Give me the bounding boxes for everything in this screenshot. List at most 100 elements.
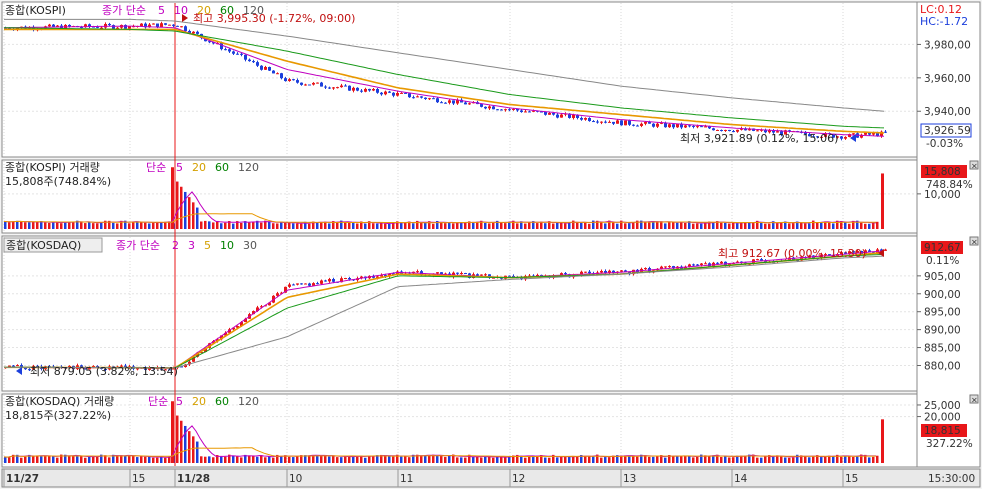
kospi-high-label: 최고 3,995.30 (-1.72%, 09:00): [193, 12, 355, 25]
volume-bar: [144, 222, 147, 229]
candle: [832, 134, 835, 138]
volume-bar: [512, 220, 515, 229]
kosdaq-high-label: 최고 912.67 (0.00%, 15:30): [718, 247, 866, 260]
candle: [732, 131, 735, 133]
ma-period-label: 60: [220, 4, 234, 17]
candle: [300, 283, 303, 285]
candle: [528, 275, 531, 277]
volume-bar: [224, 456, 227, 463]
candle: [108, 23, 111, 26]
volume-bar: [204, 456, 207, 463]
volume-bar: [776, 223, 779, 229]
volume-bar: [424, 223, 427, 229]
volume-bar: [568, 222, 571, 229]
volume-bar: [488, 223, 491, 229]
candle: [484, 106, 487, 109]
candle: [848, 251, 851, 254]
volume-bar: [192, 202, 195, 229]
kospi-volume-panel[interactable]: [1, 159, 918, 234]
volume-bar: [728, 223, 731, 229]
candle: [312, 82, 315, 85]
volume-bar: [824, 456, 827, 463]
volume-bar: [600, 221, 603, 229]
volume-bar: [384, 456, 387, 463]
volume-bar: [320, 222, 323, 229]
volume-bar: [116, 455, 119, 463]
volume-bar: [600, 457, 603, 463]
volume-bar: [740, 455, 743, 463]
candle: [868, 132, 871, 135]
candle: [316, 82, 319, 84]
candle: [716, 262, 719, 264]
candle: [416, 271, 419, 273]
y-tick-label: 880,00: [924, 360, 961, 372]
volume-bar: [256, 456, 259, 463]
kosdaq-close-button[interactable]: ×: [969, 236, 979, 247]
volume-bar: [376, 455, 379, 463]
candle: [124, 24, 127, 29]
x-axis-ticks: 11/27 15 11/28 10 11 12 13 14 15: [3, 469, 858, 487]
candle: [588, 271, 591, 274]
volume-bar: [192, 436, 195, 463]
volume-bar: [108, 220, 111, 229]
volume-bar: [800, 222, 803, 229]
candle: [20, 365, 23, 367]
candle: [536, 274, 539, 276]
volume-bar: [32, 221, 35, 229]
candle: [836, 136, 839, 138]
volume-bar: [708, 456, 711, 463]
candle: [852, 133, 855, 135]
ma-period-label: 20: [197, 4, 211, 17]
volume-bar: [316, 222, 319, 229]
volume-bar: [828, 222, 831, 229]
volume-bar: [520, 221, 523, 229]
volume-bar: [44, 456, 47, 463]
volume-bar: [388, 456, 391, 463]
candle: [124, 365, 127, 368]
kosdaq-title-box: [3, 237, 103, 253]
candle: [36, 365, 39, 367]
y-axis-ticks: 3,980,00 3,960,00 3,940,00 905,00 900,00 895,…: [917, 39, 971, 424]
volume-bar: [876, 455, 879, 463]
volume-bar: [348, 456, 351, 463]
candle: [840, 136, 843, 139]
kospi-title: 종합(KOSPI): [5, 4, 66, 17]
volume-ma-line: [3, 213, 876, 224]
candle: [232, 327, 235, 330]
y-tick-label: 895,00: [924, 307, 961, 319]
kosdaq-volume-panel[interactable]: [1, 393, 918, 468]
volume-bar: [356, 456, 359, 463]
volume-bar: [628, 455, 631, 463]
volume-bar: [664, 223, 667, 229]
volume-bar: [668, 454, 671, 463]
volume-bar: [536, 455, 539, 463]
kosdaq-volume-close-button[interactable]: ×: [969, 394, 979, 405]
volume-bar: [104, 455, 107, 463]
volume-bar: [400, 223, 403, 229]
volume-bar: [452, 223, 455, 229]
volume-bar: [64, 454, 67, 463]
candle: [764, 129, 767, 133]
candle: [844, 136, 847, 139]
kospi-volume-close-button[interactable]: ×: [969, 160, 979, 171]
candle: [736, 261, 739, 263]
candle: [148, 24, 151, 28]
kosdaq-current-price: 912.67: [924, 242, 961, 254]
volume-bar: [20, 457, 23, 463]
volume-bar: [348, 222, 351, 229]
volume-bar: [128, 455, 131, 463]
kospi-volume-ma-label: 단순: [146, 161, 166, 174]
candle: [488, 106, 491, 109]
volume-bar: [96, 223, 99, 229]
volume-bar: [544, 223, 547, 229]
volume-bar: [692, 457, 695, 463]
volume-bar: [244, 454, 247, 463]
candle: [688, 125, 691, 127]
volume-bar: [544, 457, 547, 463]
volume-bar: [224, 222, 227, 229]
candle: [68, 24, 71, 27]
candle: [276, 293, 279, 296]
volume-bar: [76, 220, 79, 229]
candle: [724, 129, 727, 131]
